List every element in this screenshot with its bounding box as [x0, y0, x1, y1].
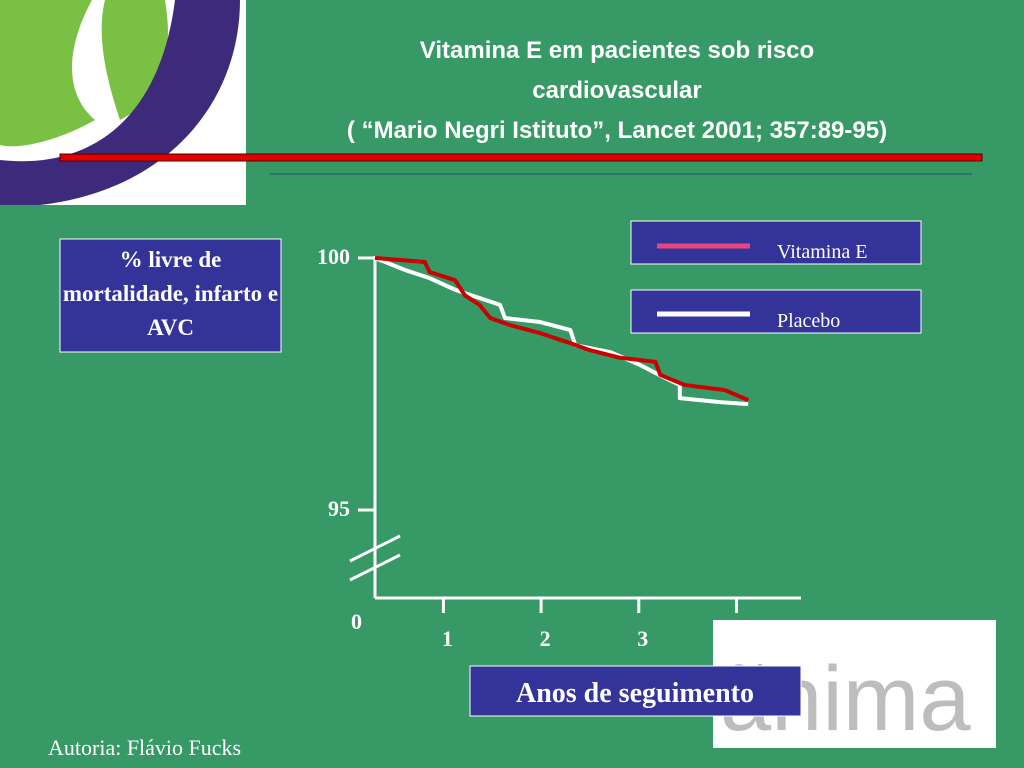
axes [349, 256, 801, 600]
series-line [374, 256, 750, 402]
title-line: Vitamina E em pacientes sob risco [420, 37, 814, 64]
legend-box [630, 220, 922, 265]
title: Vitamina E em pacientes sob risco cardio… [347, 37, 887, 144]
x-tick-label: 2 [540, 626, 551, 651]
legend-label: Vitamina E [777, 241, 867, 263]
plot: 0 95 100 1 2 3 4 Vitamina E Placebo [317, 220, 922, 651]
y-tick-label: 0 [351, 609, 362, 634]
legend-label: Placebo [777, 310, 840, 332]
x-label-box: Anos de seguimento [469, 665, 802, 717]
x-label: Anos de seguimento [516, 678, 754, 709]
y-tick-label: 100 [317, 244, 350, 269]
x-tick-label: 3 [637, 626, 648, 651]
y-label: % livre de mortalidade, infarto e AVC [62, 247, 279, 340]
title-rule [59, 153, 983, 162]
x-tick-label: 4 [735, 626, 746, 651]
series-line [374, 256, 749, 407]
title-line: cardiovascular [532, 77, 701, 104]
y-label-box: % livre de mortalidade, infarto e AVC [59, 238, 282, 353]
corner-decoration [0, 0, 246, 205]
footer: Autoria: Flávio Fucks [48, 735, 241, 760]
y-tick-label: 95 [328, 496, 350, 521]
x-tick-label: 1 [442, 626, 453, 651]
title-line: ( “Mario Negri Istituto”, Lancet 2001; 3… [347, 117, 887, 144]
